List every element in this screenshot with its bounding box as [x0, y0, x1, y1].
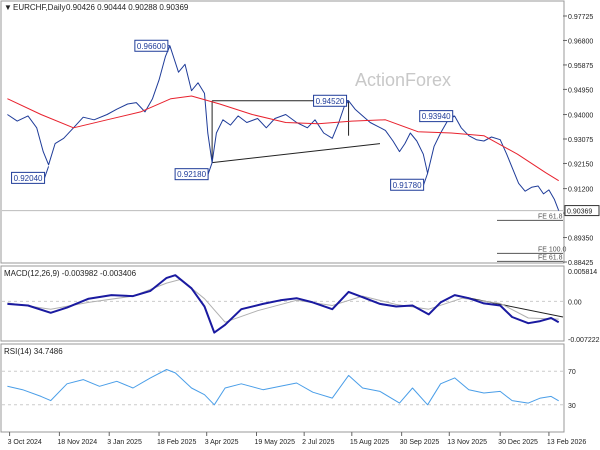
price-y-tick-label: 0.89350 — [568, 236, 593, 243]
annotation-connector — [44, 166, 50, 179]
annotation-label: 0.93940 — [422, 112, 451, 121]
x-tick-label: 18 Feb 2025 — [157, 439, 196, 446]
axis-layer: 0.97725 0.96800 0.95875 0.94950 0.94000 0.930… — [8, 14, 600, 446]
price-y-tick-label: 0.97725 — [568, 14, 593, 21]
annotation-box — [11, 171, 46, 184]
series-layer — [7, 45, 560, 406]
fe-level-label: FE 100.0 — [538, 246, 567, 253]
price-y-tick-label: 0.93075 — [568, 137, 593, 144]
watermark: ActionForex — [355, 70, 451, 90]
symbol-label: EURCHF,Daily — [13, 3, 65, 12]
x-tick-label: 13 Feb 2026 — [547, 439, 586, 446]
annotation-label: 0.92040 — [14, 174, 43, 183]
rsi-title: RSI(14) 34.7486 — [4, 347, 63, 356]
x-tick-label: 30 Dec 2025 — [498, 439, 538, 446]
price-y-tick-label: 0.91200 — [568, 187, 593, 194]
price-y-tick-label: 0.92150 — [568, 161, 593, 168]
symbol-triangle-icon: ▼ — [4, 3, 12, 12]
annotation-box — [390, 178, 425, 191]
current-price-box — [564, 205, 600, 217]
price-y-tick-label: 0.94000 — [568, 113, 593, 120]
rsi-y-tick-label: 30 — [568, 403, 576, 410]
annotation-label: 0.96600 — [137, 42, 166, 51]
annotations-layer: 0.96600 0.92040 0.92180 0.94520 0.91780 0.939… — [11, 39, 455, 191]
annotation-box — [313, 94, 348, 107]
annotation-connector — [423, 173, 429, 185]
price-y-tick-label: 0.96800 — [568, 38, 593, 45]
annotation-label: 0.92180 — [177, 170, 206, 179]
fe-level-label: FE 61.8 — [538, 254, 563, 261]
ohlc-label: 0.90426 0.90444 0.90288 0.90369 — [66, 3, 189, 12]
grid-layer — [2, 300, 563, 406]
x-tick-label: 3 Jan 2025 — [107, 439, 142, 446]
x-tick-label: 15 Aug 2025 — [350, 439, 389, 446]
price-y-tick-label: 0.94950 — [568, 87, 593, 94]
macd-panel-frame — [0, 265, 565, 342]
annotation-label: 0.91780 — [393, 181, 422, 190]
x-tick-label: 18 Nov 2024 — [57, 439, 97, 446]
annotation-box — [174, 168, 209, 181]
x-tick-label: 3 Oct 2024 — [8, 439, 42, 446]
fe-level-label: FE 61.8 — [538, 213, 563, 220]
fe-levels-layer: FE 61.8FE 100.0FE 61.8 — [2, 210, 567, 262]
annotation-box — [134, 39, 169, 52]
macd-line — [7, 274, 560, 334]
current-price-label: 0.90369 — [567, 209, 592, 216]
macd-title: MACD(12,26,9) -0.003982 -0.003406 — [4, 269, 137, 278]
macd-y-tick-label: -0.007222 — [568, 337, 600, 344]
x-tick-label: 2 Jul 2025 — [302, 439, 334, 446]
x-tick-label: 13 Nov 2025 — [447, 439, 487, 446]
rsi-panel-frame — [0, 343, 565, 433]
x-tick-label: 19 May 2025 — [255, 439, 296, 446]
annotation-box — [419, 110, 454, 123]
annotation-connector — [207, 162, 213, 175]
macd-y-tick-label: 0.005814 — [568, 269, 597, 276]
sma-series-line — [7, 95, 559, 182]
price-y-tick-label: 0.95875 — [568, 63, 593, 70]
x-tick-label: 30 Sep 2025 — [400, 439, 440, 446]
rsi-y-tick-label: 70 — [568, 369, 576, 376]
price-series-line — [7, 45, 560, 211]
price-y-tick-label: 0.88425 — [568, 260, 593, 267]
macd-y-tick-label: 0.00 — [568, 299, 582, 306]
price-panel-frame — [0, 0, 565, 264]
x-tick-label: 3 Apr 2025 — [205, 439, 239, 446]
rsi-line — [7, 369, 559, 406]
price-trendline — [212, 143, 381, 164]
annotation-label: 0.94520 — [316, 97, 345, 106]
